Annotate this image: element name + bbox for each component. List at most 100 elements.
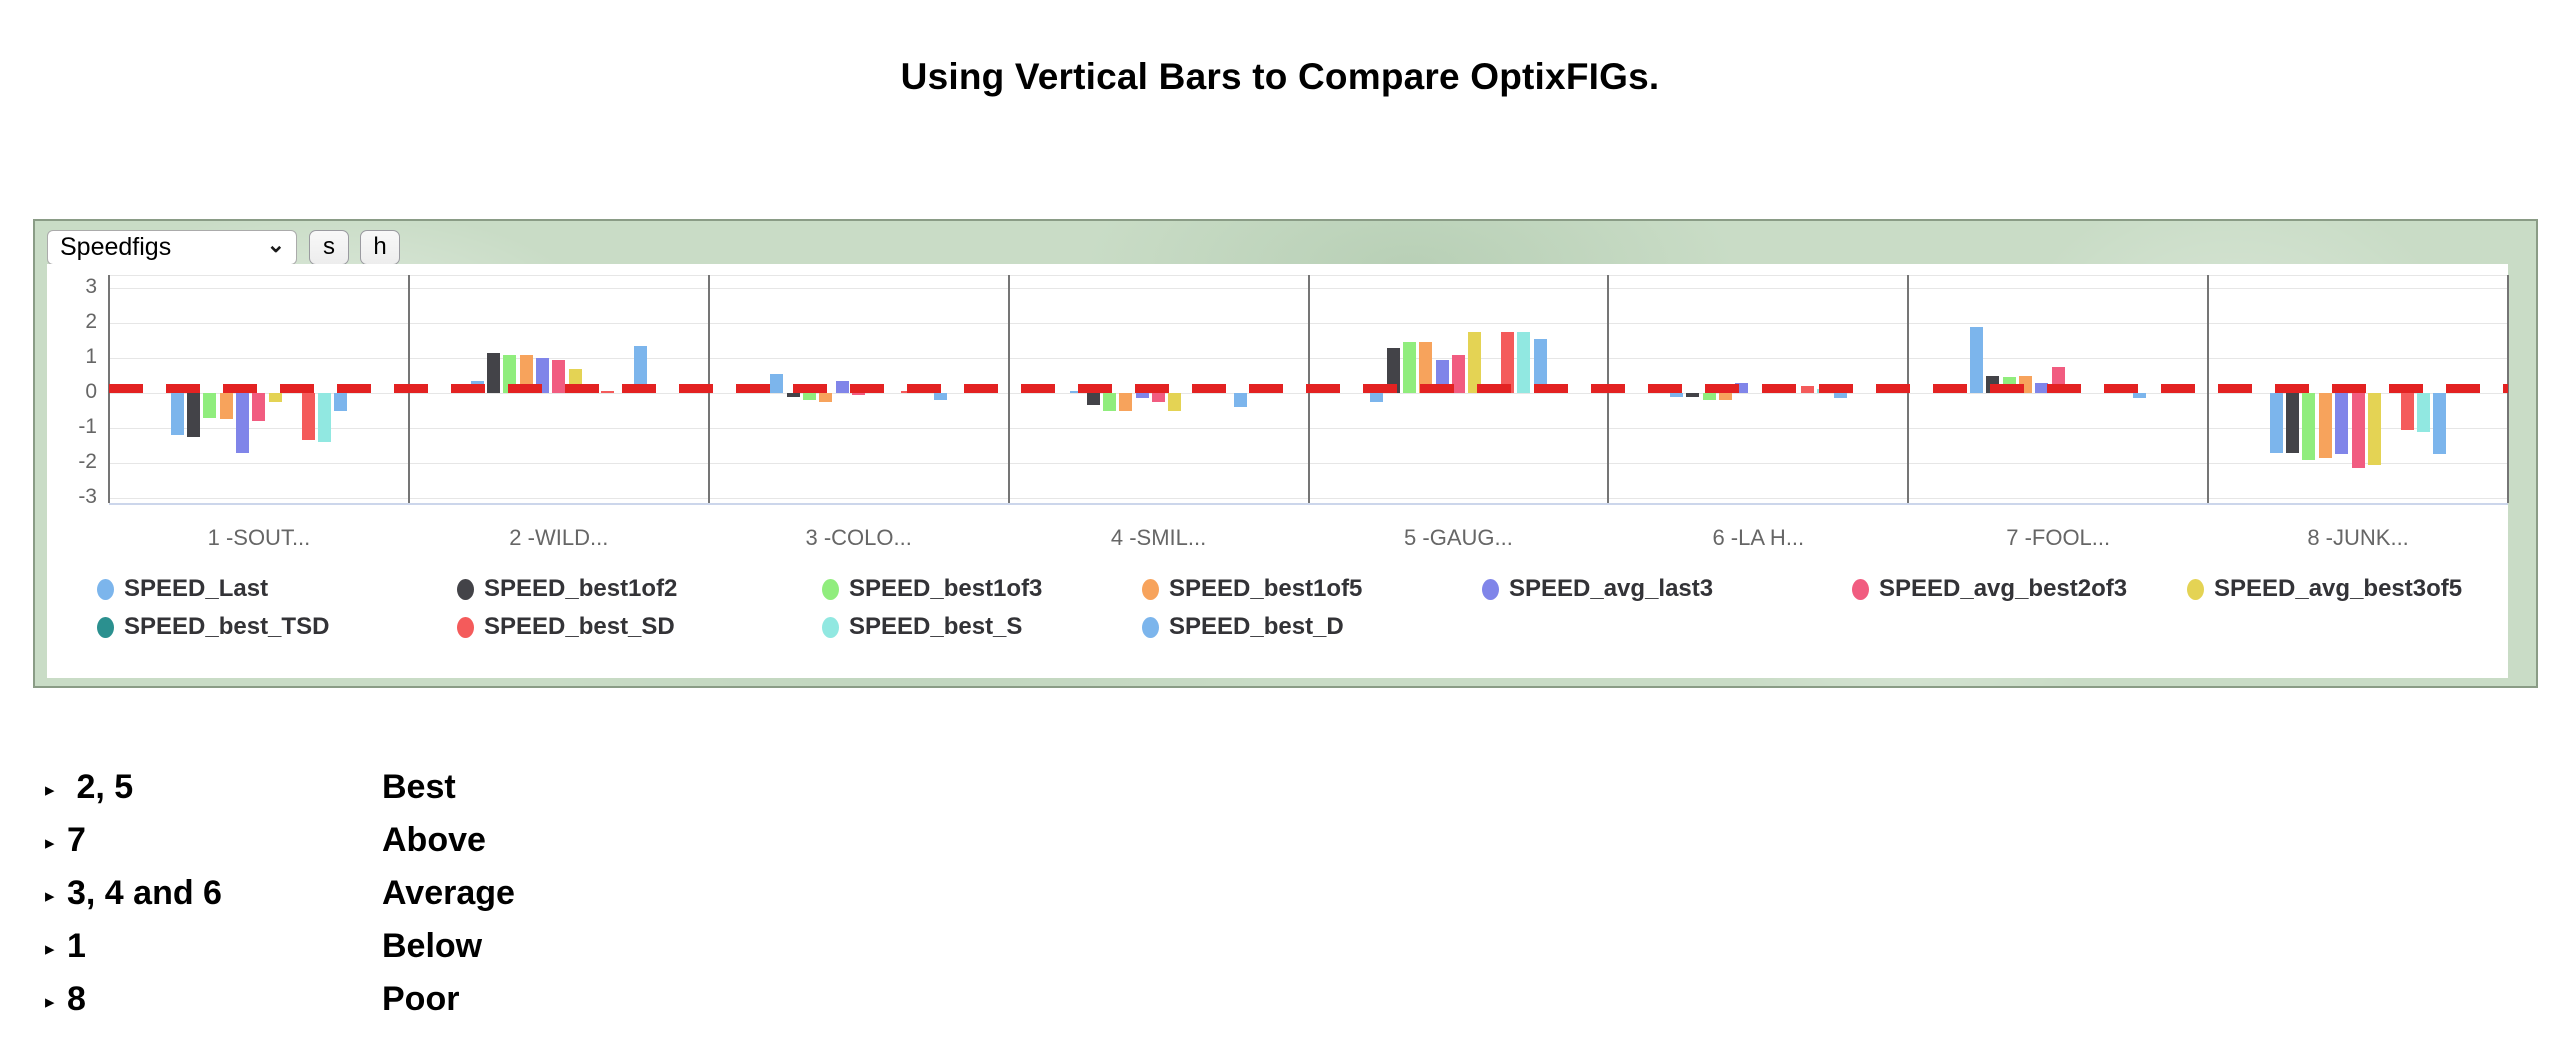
legend-item-SPEED_avg_best2of3[interactable]: SPEED_avg_best2of3 [1852, 574, 2127, 604]
rating-label: Average [382, 874, 515, 912]
rating-groups: 1 [67, 927, 86, 965]
bar-SPEED_best1of2[interactable] [1386, 347, 1400, 393]
bar-SPEED_best1of2[interactable] [486, 352, 500, 393]
bar-SPEED_best1of3[interactable] [1102, 393, 1116, 411]
rating-row: ▸ 8 Poor [45, 980, 515, 1033]
legend-item-SPEED_best_D[interactable]: SPEED_best_D [1142, 612, 1344, 642]
figtype-select[interactable]: Speedfigs [47, 230, 297, 265]
legend-item-SPEED_avg_last3[interactable]: SPEED_avg_last3 [1482, 574, 1713, 604]
bar-SPEED_avg_best3of5[interactable] [1468, 331, 1482, 393]
y-axis-label: 2 [85, 310, 97, 333]
bar-SPEED_avg_last3[interactable] [236, 393, 250, 453]
legend-item-SPEED_avg_best3of5[interactable]: SPEED_avg_best3of5 [2187, 574, 2462, 604]
bar-SPEED_best1of2[interactable] [187, 393, 200, 437]
legend-marker-icon [97, 578, 114, 600]
y-axis-label: -1 [78, 415, 97, 438]
legend-item-SPEED_best1of5[interactable]: SPEED_best1of5 [1142, 574, 1362, 604]
bar-SPEED_avg_best3of5[interactable] [1168, 393, 1182, 411]
bar-SPEED_avg_best2of3[interactable] [852, 393, 866, 395]
bar-SPEED_avg_best3of5[interactable] [2367, 393, 2381, 465]
bar-SPEED_avg_last3[interactable] [2335, 393, 2349, 455]
category-label: 6 -LA H... [1712, 525, 1805, 550]
bar-SPEED_best1of2[interactable] [1686, 393, 1700, 397]
bar-SPEED_best1of5[interactable] [1419, 342, 1433, 393]
h-button[interactable]: h [360, 230, 400, 265]
rating-groups: 3, 4 and 6 [67, 874, 222, 912]
bar-SPEED_avg_last3[interactable] [1135, 393, 1149, 399]
bar-SPEED_best1of2[interactable] [786, 393, 800, 397]
legend-item-SPEED_best_S[interactable]: SPEED_best_S [822, 612, 1022, 642]
bar-SPEED_best1of5[interactable] [819, 393, 833, 402]
bar-SPEED_avg_best2of3[interactable] [1152, 393, 1166, 402]
bar-SPEED_best_SD[interactable] [301, 393, 315, 441]
legend-item-SPEED_best1of3[interactable]: SPEED_best1of3 [822, 574, 1042, 604]
rating-row: ▸ 7 Above [45, 821, 515, 874]
legend-marker-icon [1142, 616, 1159, 638]
rating-row: ▸ 1 Below [45, 927, 515, 980]
legend-marker-icon [822, 616, 839, 638]
legend-item-SPEED_best_SD[interactable]: SPEED_best_SD [457, 612, 675, 642]
bar-SPEED_best_S[interactable] [317, 393, 331, 442]
legend-label: SPEED_best_S [849, 613, 1023, 640]
bar-SPEED_best_D[interactable] [634, 345, 648, 393]
legend-label: SPEED_avg_best2of3 [1879, 575, 2128, 602]
bar-SPEED_best1of2[interactable] [2286, 393, 2300, 453]
bar-SPEED_best_D[interactable] [2433, 393, 2447, 455]
bar-SPEED_best1of5[interactable] [2318, 393, 2332, 458]
legend-marker-icon [1482, 578, 1499, 600]
bar-SPEED_best_D[interactable] [1233, 393, 1247, 407]
s-button[interactable]: s [309, 230, 349, 265]
bar-SPEED_best1of3[interactable] [803, 393, 817, 400]
bar-SPEED_avg_best2of3[interactable] [1451, 354, 1465, 393]
category-label: 5 -GAUG... [1404, 525, 1513, 550]
bar-SPEED_best1of3[interactable] [1702, 393, 1716, 400]
bar-SPEED_best1of5[interactable] [519, 354, 533, 393]
legend-label: SPEED_best1of2 [484, 575, 678, 602]
rating-groups: 7 [67, 821, 86, 859]
y-axis-label: 0 [85, 380, 97, 403]
bar-SPEED_avg_best2of3[interactable] [252, 393, 266, 421]
figtype-select-wrap: Speedfigs ⌄ [47, 230, 297, 265]
bar-SPEED_best_D[interactable] [334, 393, 348, 411]
legend-marker-icon [457, 616, 474, 638]
bar-SPEED_Last[interactable] [1670, 393, 1684, 397]
legend-item-SPEED_best_TSD[interactable]: SPEED_best_TSD [97, 612, 329, 642]
chart-area: 3 2 1 0 -1 -2 -3 1 -SOUT... 2 -WILD... 3 -COLO...… [47, 264, 2509, 678]
bar-SPEED_best1of5[interactable] [1119, 393, 1133, 411]
bar-SPEED_best_D[interactable] [933, 393, 947, 400]
legend-item-SPEED_best1of2[interactable]: SPEED_best1of2 [457, 574, 677, 604]
bar-SPEED_best1of3[interactable] [203, 393, 217, 418]
bar-SPEED_best1of5[interactable] [219, 393, 233, 420]
category-label: 2 -WILD... [509, 525, 609, 550]
rating-label: Above [382, 821, 486, 859]
bar-SPEED_best_S[interactable] [1517, 331, 1531, 393]
bar-SPEED_best1of3[interactable] [503, 354, 517, 393]
y-axis-label: -2 [78, 450, 97, 473]
bar-SPEED_Last[interactable] [1969, 326, 1983, 393]
legend-label: SPEED_best1of5 [1169, 575, 1363, 602]
bar-SPEED_avg_last3[interactable] [535, 358, 549, 393]
legend-marker-icon [1852, 578, 1869, 600]
bar-SPEED_avg_best2of3[interactable] [2351, 393, 2365, 469]
legend-label: SPEED_avg_last3 [1509, 575, 1714, 602]
triangle-bullet-icon: ▸ [45, 780, 55, 801]
bar-SPEED_best_S[interactable] [2416, 393, 2430, 432]
bar-SPEED_best1of2[interactable] [1086, 393, 1100, 406]
bar-SPEED_Last[interactable] [2269, 393, 2283, 453]
rating-label: Poor [382, 980, 460, 1018]
bar-SPEED_best_D[interactable] [2133, 393, 2147, 399]
bar-SPEED_best_SD[interactable] [1501, 331, 1514, 393]
bar-SPEED_best1of5[interactable] [1719, 393, 1733, 400]
legend-item-SPEED_Last[interactable]: SPEED_Last [97, 574, 268, 604]
legend-marker-icon [97, 616, 114, 638]
legend-label: SPEED_avg_best3of5 [2214, 575, 2463, 602]
bar-SPEED_best_SD[interactable] [2400, 393, 2414, 430]
bar-SPEED_avg_best3of5[interactable] [268, 393, 282, 402]
bar-SPEED_Last[interactable] [170, 393, 184, 435]
bar-SPEED_best1of3[interactable] [2302, 393, 2316, 460]
bar-SPEED_best_D[interactable] [1833, 393, 1847, 399]
bar-SPEED_best1of3[interactable] [1402, 342, 1416, 393]
bar-SPEED_Last[interactable] [1370, 393, 1384, 402]
bar-SPEED_best_D[interactable] [1533, 338, 1547, 393]
legend-label: SPEED_best_D [1169, 613, 1344, 640]
